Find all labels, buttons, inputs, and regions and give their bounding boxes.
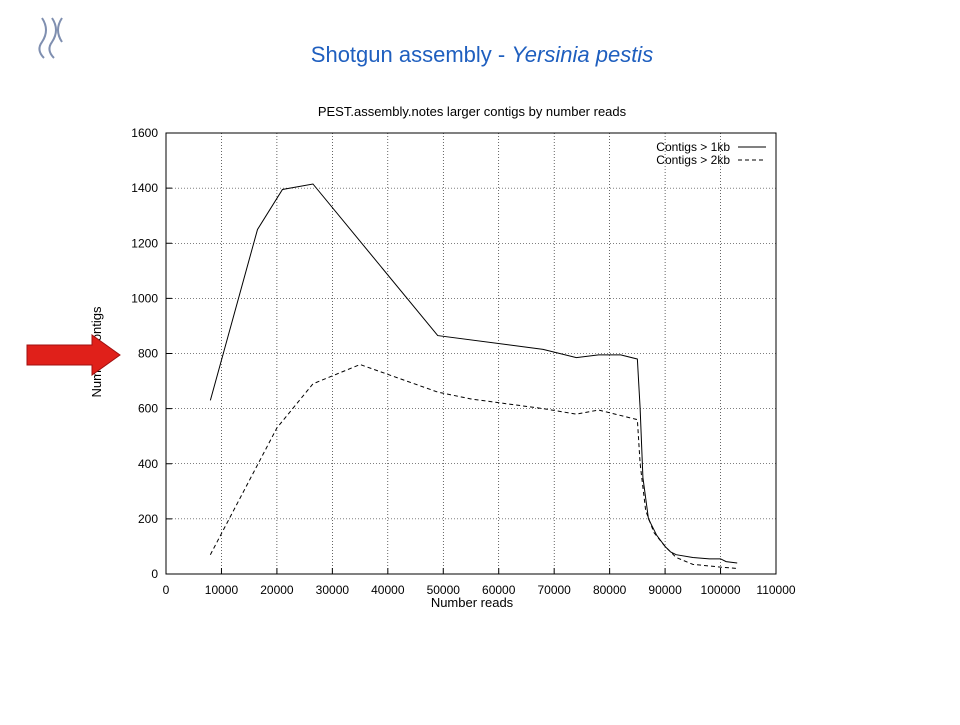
- x-tick-label: 30000: [316, 583, 350, 597]
- x-tick-label: 10000: [205, 583, 239, 597]
- x-tick-label: 50000: [427, 583, 461, 597]
- legend-label: Contigs > 2kb: [656, 153, 730, 167]
- arrow: [26, 334, 121, 376]
- y-tick-label: 1600: [131, 126, 158, 140]
- x-tick-label: 90000: [648, 583, 682, 597]
- chart-title: PEST.assembly.notes larger contigs by nu…: [318, 104, 627, 119]
- x-tick-label: 40000: [371, 583, 405, 597]
- x-tick-label: 60000: [482, 583, 516, 597]
- slide-title-italic: Yersinia pestis: [511, 42, 653, 67]
- y-tick-label: 600: [138, 402, 158, 416]
- data-line: [209, 183, 738, 564]
- x-tick-label: 0: [163, 583, 170, 597]
- y-tick-label: 400: [138, 457, 158, 471]
- y-tick-label: 1400: [131, 181, 158, 195]
- plot-frame: [165, 132, 777, 575]
- x-axis-label: Number reads: [431, 595, 514, 610]
- plot: 0 200 400 600 800 1000 1200 1400 1600 0 10000 20000…: [131, 126, 796, 597]
- x-tick-label: 100000: [701, 583, 741, 597]
- data-line: [209, 363, 738, 569]
- y-tick-label: 0: [151, 567, 158, 581]
- y-tick-label: 1200: [131, 236, 158, 250]
- y-tick-label: 800: [138, 347, 158, 361]
- y-tick-label: 1000: [131, 291, 158, 305]
- x-tick-label: 110000: [756, 583, 795, 597]
- legend-label: Contigs > 1kb: [656, 140, 730, 154]
- x-tick-label: 20000: [260, 583, 294, 597]
- slide-title-main: Shotgun assembly -: [311, 42, 505, 67]
- x-tick-label: 70000: [537, 583, 571, 597]
- slide-title: Shotgun assembly - Yersinia pestis: [311, 42, 653, 67]
- x-tick-label: 80000: [593, 583, 627, 597]
- y-tick-label: 200: [138, 512, 158, 526]
- logo: [38, 17, 63, 59]
